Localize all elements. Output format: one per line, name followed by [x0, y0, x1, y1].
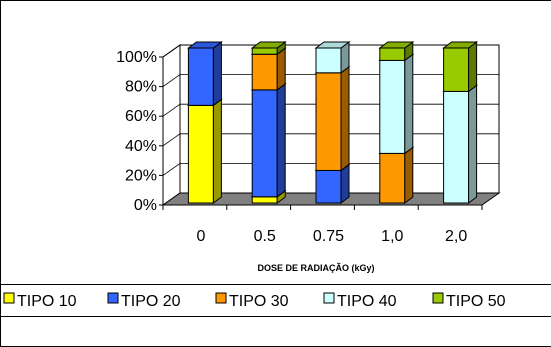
- bar-side: [404, 53, 414, 155]
- legend-swatch: [432, 292, 444, 304]
- y-tick-label: 40%: [125, 138, 157, 155]
- bar-front: [251, 47, 278, 55]
- legend: TIPO 10 TIPO 20 TIPO 30 TIPO 40 TIPO 50: [3, 292, 506, 310]
- legend-label: TIPO 40: [337, 293, 397, 310]
- legend-swatch: [323, 292, 335, 304]
- y-tick-label: 80%: [125, 79, 157, 96]
- bar-side: [340, 65, 350, 172]
- legend-swatch: [215, 292, 227, 304]
- bar-segment: [378, 53, 415, 155]
- legend-label: TIPO 10: [17, 293, 77, 310]
- x-tick-label: 0.5: [254, 228, 276, 245]
- bar-side: [212, 41, 222, 107]
- gridline-side: [162, 133, 181, 147]
- bar-side: [468, 84, 478, 204]
- bar-segment: [442, 41, 479, 93]
- legend-label: TIPO 20: [121, 293, 181, 310]
- bar-top: [378, 41, 415, 49]
- bar-top: [250, 41, 287, 49]
- bar-side: [468, 41, 478, 93]
- bar-segment: [186, 98, 223, 204]
- bar-segment: [314, 41, 351, 74]
- x-axis-ticks: 0 0.5 0.75 1,0 2,0: [162, 205, 483, 245]
- legend-swatch: [107, 292, 119, 304]
- bar-front: [251, 89, 278, 198]
- bar-segment: [378, 146, 415, 204]
- bar-front: [187, 104, 214, 204]
- legend-item: TIPO 50: [432, 292, 506, 310]
- bar-front: [187, 47, 214, 106]
- gridline-side: [162, 44, 181, 58]
- bar-top: [442, 41, 479, 49]
- bar-segment: [186, 41, 223, 107]
- legend-swatch: [3, 292, 15, 304]
- bar-segment: [442, 84, 479, 204]
- bar-front: [379, 59, 406, 154]
- y-tick-label: 100%: [116, 49, 157, 66]
- bar-segment: [314, 65, 351, 172]
- gridline-side: [162, 74, 181, 87]
- bar-segment: [250, 82, 287, 198]
- legend-label: TIPO 50: [446, 293, 506, 310]
- x-tick-label: 0: [196, 228, 205, 245]
- bar-front: [251, 196, 278, 204]
- bar-side: [404, 146, 414, 204]
- bar-front: [379, 47, 406, 61]
- y-tick-label: 60%: [125, 108, 157, 125]
- bar-front: [443, 47, 470, 92]
- bar-side: [340, 163, 350, 204]
- y-axis-ticks: 0% 20% 40% 60% 80% 100%: [116, 49, 163, 214]
- bar-side: [276, 47, 286, 91]
- bar-front: [443, 90, 470, 204]
- y-tick-label: 0%: [134, 197, 157, 214]
- bar-segment: [378, 41, 415, 62]
- bar-top: [186, 41, 223, 49]
- bar-side: [276, 82, 286, 198]
- gridline-side: [162, 163, 181, 176]
- y-tick-label: 20%: [125, 167, 157, 184]
- bar-segment: [250, 41, 287, 56]
- x-tick-label: 2,0: [445, 228, 467, 245]
- legend-item: TIPO 40: [323, 292, 397, 310]
- bars: [186, 41, 479, 204]
- bar-front: [379, 152, 406, 204]
- bar-front: [315, 169, 342, 204]
- legend-item: TIPO 10: [3, 292, 77, 310]
- bar-front: [315, 47, 342, 74]
- side-wall: [162, 44, 181, 206]
- x-axis-label: DOSE DE RADIAÇÃO (kGy): [257, 263, 374, 273]
- bar-front: [315, 72, 342, 171]
- x-tick-label: 1,0: [381, 228, 403, 245]
- legend-item: TIPO 20: [107, 292, 181, 310]
- bar-side: [212, 98, 222, 204]
- legend-label: TIPO 30: [229, 293, 289, 310]
- bar-top: [314, 41, 351, 49]
- x-tick-label: 0.75: [313, 228, 344, 245]
- bar-front: [251, 53, 278, 91]
- gridline-side: [162, 103, 181, 117]
- legend-item: TIPO 30: [215, 292, 289, 310]
